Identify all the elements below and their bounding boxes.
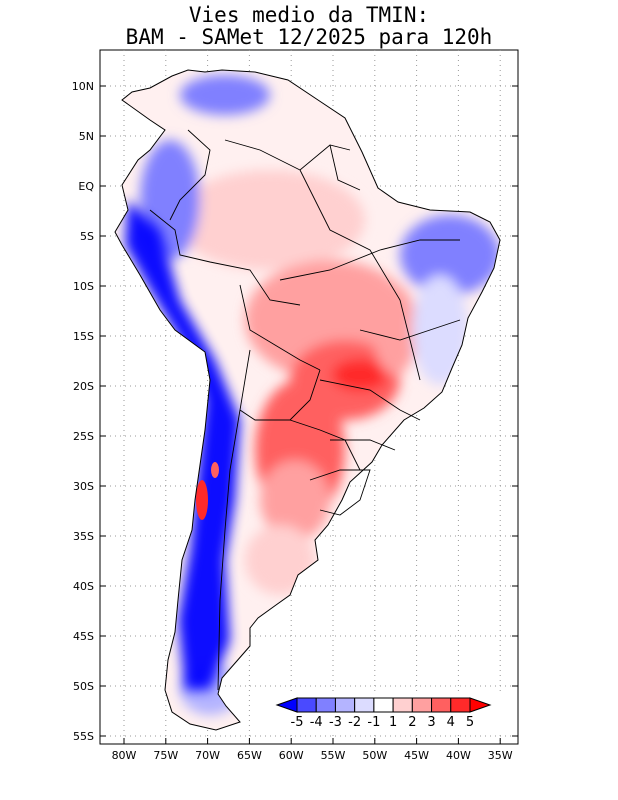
colorbar-box xyxy=(296,697,317,713)
field-caribbean-cold xyxy=(180,75,270,115)
colorbar-box xyxy=(450,697,471,713)
lon-label: 35W xyxy=(488,749,513,762)
colorbar-label: -5 xyxy=(291,715,304,730)
longitude-labels: 80W 75W 70W 65W 60W 55W 50W 45W 40W 35W xyxy=(112,749,513,762)
map-title-line-2: BAM - SAMet 12/2025 para 120h xyxy=(125,25,493,49)
colorbar-box xyxy=(373,697,394,713)
colorbar-label: -3 xyxy=(329,715,342,730)
colorbar-label: -2 xyxy=(348,715,361,730)
colorbar-box xyxy=(411,697,433,713)
lat-label: 45S xyxy=(73,630,94,643)
lat-label: EQ xyxy=(78,180,94,193)
field-chile-warm-spot xyxy=(196,480,208,520)
border-colombia-venezuela xyxy=(169,129,211,221)
country-borders xyxy=(149,129,461,691)
lon-label: 65W xyxy=(237,749,262,762)
map-title-line-1: Vies medio da TMIN: xyxy=(188,3,430,27)
lat-label: 5S xyxy=(80,230,94,243)
colorbar-label: 4 xyxy=(447,715,455,730)
lat-label: 10N xyxy=(72,80,94,93)
colorbar-label: 2 xyxy=(408,715,416,730)
lat-label: 5N xyxy=(79,130,94,143)
field-east-warm xyxy=(373,285,417,375)
colorbar-max-arrow xyxy=(469,697,492,713)
border-bolivia-south xyxy=(239,349,321,421)
border-brazil-states-2 xyxy=(279,239,460,281)
lon-label: 75W xyxy=(153,749,178,762)
lon-label: 55W xyxy=(321,749,346,762)
land-field xyxy=(115,70,500,730)
field-pampas-warm xyxy=(260,460,330,540)
lon-label: 40W xyxy=(446,749,471,762)
colorbar-label: 5 xyxy=(466,715,474,730)
latitude-labels: 10N 5N EQ 5S 10S 15S 20S 25S 30S 35S 40S 45S 50S 55S xyxy=(72,80,95,743)
border-peru-brazil xyxy=(149,209,301,306)
colorbar-box xyxy=(334,697,356,713)
lon-label: 50W xyxy=(362,749,387,762)
border-argentina-chile xyxy=(217,409,241,691)
colorbar-box xyxy=(392,697,413,713)
border-brazil-states-3 xyxy=(359,319,461,341)
lat-label: 30S xyxy=(73,480,94,493)
colorbar-label: 3 xyxy=(427,715,435,730)
border-brazil-states-5 xyxy=(330,439,396,451)
colorbar-label: -4 xyxy=(310,715,323,730)
field-east-coast-cool xyxy=(412,275,468,385)
border-paraguay xyxy=(289,419,361,471)
field-hot-spot xyxy=(332,359,388,391)
field-chile-warm-spot-2 xyxy=(211,462,219,478)
colorbar-box xyxy=(315,697,336,713)
axis-ticks xyxy=(100,85,518,744)
lat-label: 10S xyxy=(73,280,94,293)
lat-label: 35S xyxy=(73,530,94,543)
colorbar-box xyxy=(431,697,452,713)
colorbar: -5 -4 -3 -2 -1 1 2 3 4 5 xyxy=(255,694,511,734)
lat-label: 55S xyxy=(73,730,94,743)
colorbar-label: -1 xyxy=(367,715,380,730)
lon-label: 70W xyxy=(195,749,220,762)
lat-label: 40S xyxy=(73,580,94,593)
lon-label: 80W xyxy=(112,749,137,762)
field-amazon-warm xyxy=(175,170,365,270)
lat-label: 50S xyxy=(73,680,94,693)
lat-label: 20S xyxy=(73,380,94,393)
border-brazil-states-4 xyxy=(319,379,421,421)
lat-label: 25S xyxy=(73,430,94,443)
border-uruguay xyxy=(309,469,371,516)
colorbar-box xyxy=(354,697,375,713)
field-andes-cold xyxy=(125,200,240,690)
field-northeast-cold xyxy=(400,215,500,295)
border-brazil-states-1 xyxy=(299,169,421,381)
lon-label: 60W xyxy=(279,749,304,762)
colorbar-label: 1 xyxy=(389,715,397,730)
lon-label: 45W xyxy=(404,749,429,762)
lat-label: 15S xyxy=(73,330,94,343)
border-guianas xyxy=(329,144,361,191)
border-bolivia xyxy=(239,284,321,371)
